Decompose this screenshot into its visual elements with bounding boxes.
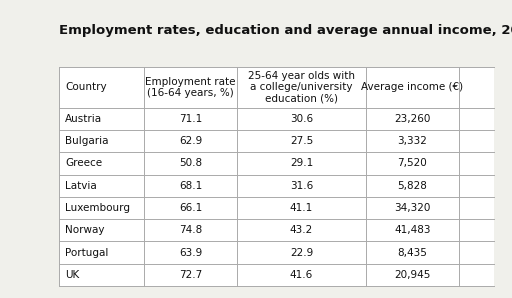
Text: Average income (€): Average income (€) — [361, 82, 463, 92]
Text: Norway: Norway — [65, 225, 104, 235]
Text: 63.9: 63.9 — [179, 248, 202, 257]
Text: 74.8: 74.8 — [179, 225, 202, 235]
Text: 30.6: 30.6 — [290, 114, 313, 124]
Text: 41.1: 41.1 — [290, 203, 313, 213]
Text: Portugal: Portugal — [65, 248, 109, 257]
Text: Employment rates, education and average annual income, 2015: Employment rates, education and average … — [59, 24, 512, 37]
Text: 62.9: 62.9 — [179, 136, 202, 146]
Text: 3,332: 3,332 — [397, 136, 428, 146]
Text: 7,520: 7,520 — [398, 158, 428, 168]
Text: Austria: Austria — [65, 114, 102, 124]
Text: 50.8: 50.8 — [179, 158, 202, 168]
Text: 20,945: 20,945 — [394, 270, 431, 280]
Text: 22.9: 22.9 — [290, 248, 313, 257]
Text: 27.5: 27.5 — [290, 136, 313, 146]
Text: 72.7: 72.7 — [179, 270, 202, 280]
Text: 31.6: 31.6 — [290, 181, 313, 191]
Text: Luxembourg: Luxembourg — [65, 203, 130, 213]
Text: 8,435: 8,435 — [397, 248, 428, 257]
Text: 5,828: 5,828 — [397, 181, 428, 191]
Text: 41.6: 41.6 — [290, 270, 313, 280]
Text: 29.1: 29.1 — [290, 158, 313, 168]
Text: Country: Country — [65, 82, 106, 92]
Text: Greece: Greece — [65, 158, 102, 168]
Text: 25-64 year olds with
a college/university
education (%): 25-64 year olds with a college/universit… — [248, 71, 355, 104]
Text: 43.2: 43.2 — [290, 225, 313, 235]
Text: 34,320: 34,320 — [394, 203, 431, 213]
Text: Bulgaria: Bulgaria — [65, 136, 109, 146]
Text: 23,260: 23,260 — [394, 114, 431, 124]
Text: Latvia: Latvia — [65, 181, 97, 191]
Text: 68.1: 68.1 — [179, 181, 202, 191]
Bar — [59, 67, 494, 286]
Text: UK: UK — [65, 270, 79, 280]
Text: Employment rate
(16-64 years, %): Employment rate (16-64 years, %) — [145, 77, 236, 98]
Text: 71.1: 71.1 — [179, 114, 202, 124]
Text: 41,483: 41,483 — [394, 225, 431, 235]
Text: 66.1: 66.1 — [179, 203, 202, 213]
